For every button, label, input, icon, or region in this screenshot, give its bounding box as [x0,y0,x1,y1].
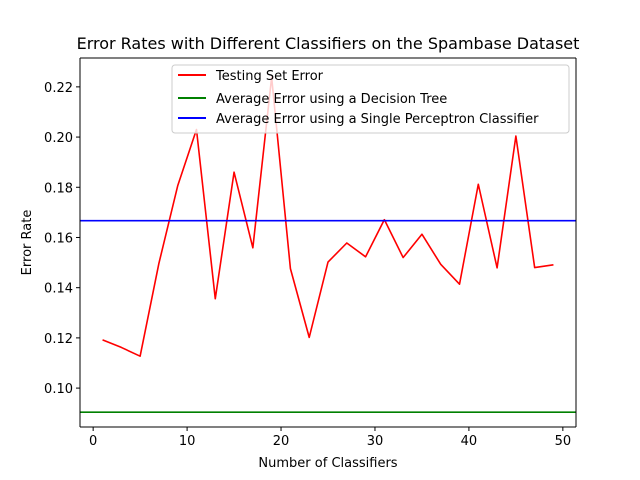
legend-label-perceptron: Average Error using a Single Perceptron … [216,112,539,127]
x-axis-ticks: 0 10 20 30 40 50 [89,427,571,449]
data-marks [80,76,576,413]
y-axis-label: Error Rate [20,210,35,276]
chart-title: Error Rates with Different Classifiers o… [77,34,580,53]
x-tick-label: 10 [179,434,196,449]
series-line-testing-error [102,76,554,358]
axes-frame [79,57,577,428]
x-tick-label: 30 [367,434,384,449]
legend-box [171,64,570,134]
y-tick-label: 0.10 [44,382,73,397]
x-tick-label: 20 [273,434,290,449]
x-tick-label: 40 [461,434,478,449]
y-tick-label: 0.20 [44,131,73,146]
y-axis-ticks: 0.10 0.12 0.14 0.16 0.18 0.20 0.22 [44,81,80,397]
x-tick-label: 0 [89,434,97,449]
y-tick-label: 0.22 [44,81,73,96]
x-axis-label: Number of Classifiers [258,456,397,471]
legend-label-decision-tree: Average Error using a Decision Tree [216,92,447,107]
y-tick-label: 0.12 [44,332,73,347]
y-tick-label: 0.16 [44,231,73,246]
x-tick-label: 50 [555,434,572,449]
legend: Testing Set Error Average Error using a … [171,64,570,134]
y-tick-label: 0.14 [44,282,73,297]
legend-label-testing-error: Testing Set Error [215,69,324,84]
y-tick-label: 0.18 [44,181,73,196]
